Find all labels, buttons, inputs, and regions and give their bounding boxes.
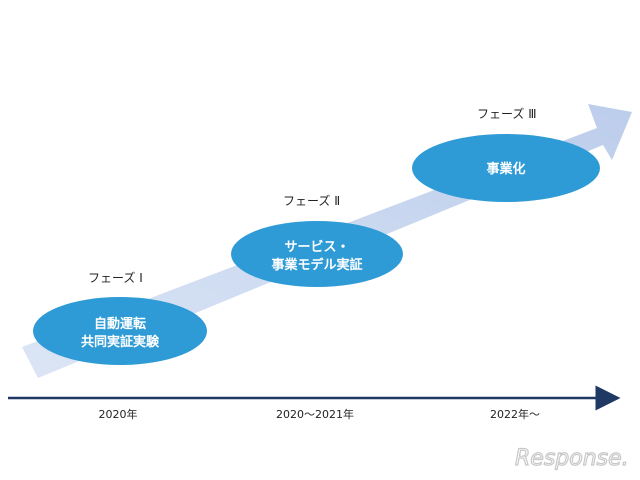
phase-2-bubble: サービス・ 事業モデル実証 bbox=[231, 221, 403, 287]
phase-3-bubble-line-1: 事業化 bbox=[486, 161, 525, 177]
phase-3-label: フェーズ Ⅲ bbox=[477, 106, 537, 121]
phase-2-label: フェーズ Ⅱ bbox=[283, 193, 340, 208]
timeline-year-1: 2020年 bbox=[99, 407, 138, 421]
response-watermark: Response. bbox=[515, 446, 629, 471]
timeline-year-2: 2020～2021年 bbox=[276, 407, 354, 421]
phase-1-bubble-line-2: 共同実証実験 bbox=[81, 334, 160, 350]
phase-1-label: フェーズ Ⅰ bbox=[88, 270, 143, 285]
phase-2-bubble-line-1: サービス・ bbox=[284, 239, 349, 255]
timeline-year-3: 2022年～ bbox=[490, 407, 540, 421]
phase-1-bubble-line-1: 自動運転 bbox=[94, 316, 146, 332]
phase-3-bubble: 事業化 bbox=[412, 134, 600, 202]
phase-1-bubble: 自動運転 共同実証実験 bbox=[33, 297, 207, 365]
phase-2-bubble-line-2: 事業モデル実証 bbox=[271, 257, 362, 273]
